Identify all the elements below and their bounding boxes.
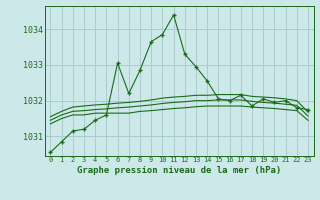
X-axis label: Graphe pression niveau de la mer (hPa): Graphe pression niveau de la mer (hPa) <box>77 166 281 175</box>
